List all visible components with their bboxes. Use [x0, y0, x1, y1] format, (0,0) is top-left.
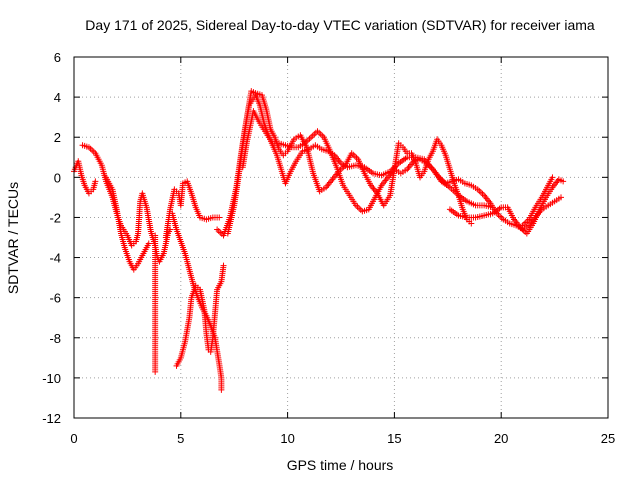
data-point-markers [152, 232, 159, 375]
chart-title: Day 171 of 2025, Sidereal Day-to-day VTE… [85, 17, 595, 33]
data-point-markers [162, 178, 223, 241]
data-series [71, 88, 567, 393]
x-tick-labels: 0 5 10 15 20 25 [70, 431, 615, 446]
y-tick-label: -2 [49, 210, 61, 225]
y-tick-label: 0 [54, 170, 61, 185]
y-tick-labels: -12 -10 -8 -6 -4 -2 0 2 4 6 [42, 50, 61, 426]
x-tick-label: 0 [70, 431, 77, 446]
y-tick-label: -6 [49, 291, 61, 306]
y-tick-label: -12 [42, 411, 61, 426]
x-tick-label: 25 [601, 431, 615, 446]
series-trace-g [173, 262, 227, 369]
plot-frame [73, 56, 609, 419]
series-trace-c [103, 174, 152, 273]
data-point-markers [519, 174, 556, 229]
series-trace-k [446, 176, 567, 237]
x-tick-label: 20 [494, 431, 508, 446]
x-tick-label: 15 [387, 431, 401, 446]
x-tick-label: 10 [280, 431, 294, 446]
series-trace-d [152, 232, 159, 375]
y-tick-label: 2 [54, 130, 61, 145]
series-trace-e [162, 178, 223, 241]
series-trace-l [519, 174, 556, 229]
y-tick-label: 6 [54, 50, 61, 65]
data-point-markers [103, 174, 152, 273]
x-tick-label: 5 [177, 431, 184, 446]
data-point-markers [173, 262, 227, 369]
ticks [73, 56, 609, 419]
data-point-markers [446, 176, 567, 237]
y-tick-label: -8 [49, 331, 61, 346]
x-axis-label: GPS time / hours [287, 457, 394, 473]
y-tick-label: -4 [49, 251, 61, 266]
y-tick-label: -10 [42, 371, 61, 386]
y-axis-label: SDTVAR / TECUs [5, 182, 21, 294]
y-tick-label: 4 [54, 90, 61, 105]
